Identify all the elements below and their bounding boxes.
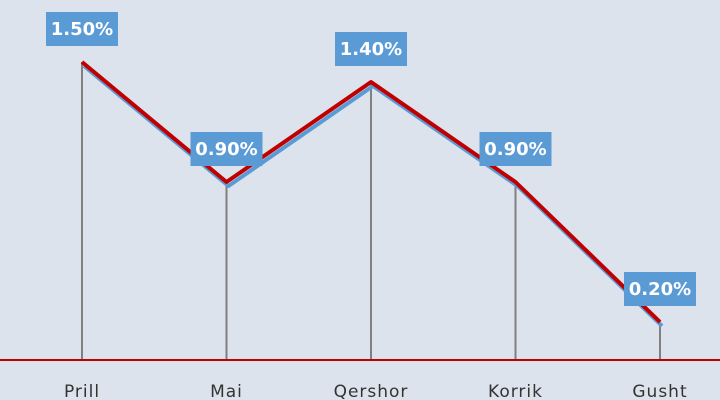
value-label: 0.90% — [195, 139, 257, 160]
value-label: 1.50% — [51, 19, 113, 40]
x-tick-label: Mai — [210, 382, 243, 400]
x-tick-label: Gusht — [632, 382, 687, 400]
x-tick-label: Qershor — [334, 382, 409, 400]
value-label-box — [479, 132, 552, 166]
value-label: 0.90% — [484, 139, 546, 160]
value-label: 0.20% — [629, 279, 691, 300]
value-label-box — [624, 272, 696, 306]
x-tick-label: Prill — [64, 382, 100, 400]
line — [80, 60, 662, 324]
line-shadow — [82, 64, 664, 328]
value-label-box — [335, 32, 407, 66]
x-tick-label: Korrik — [488, 382, 543, 400]
value-label-box — [46, 12, 118, 46]
value-label: 1.40% — [340, 39, 402, 60]
value-label-box — [190, 132, 263, 166]
